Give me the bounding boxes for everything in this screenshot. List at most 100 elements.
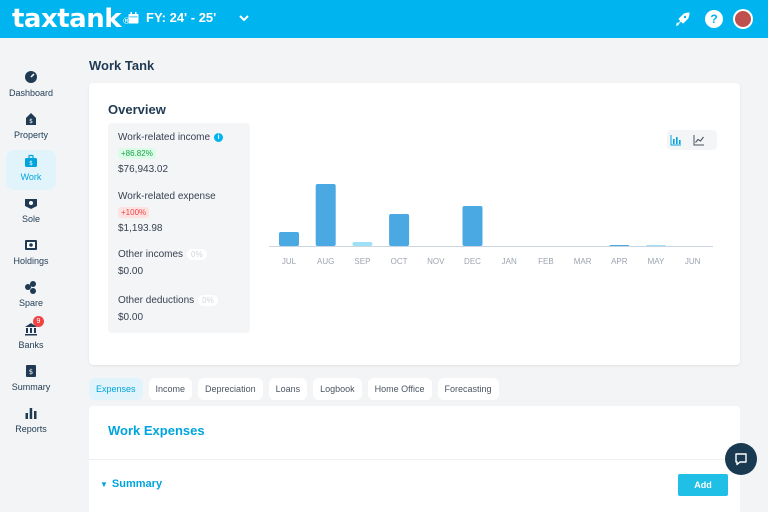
help-icon[interactable]: ? bbox=[705, 10, 723, 28]
work-expenses-card: Work Expenses ▼ Summary Add bbox=[89, 406, 740, 512]
sidebar-item-sole[interactable]: Sole bbox=[6, 192, 56, 232]
summary-label: Summary bbox=[111, 478, 163, 490]
calendar-icon bbox=[128, 11, 139, 23]
overview-title: Overview bbox=[108, 102, 166, 117]
bar-oct[interactable] bbox=[389, 214, 410, 246]
stat-name: Other deductions bbox=[118, 295, 195, 306]
bar-dec[interactable] bbox=[462, 206, 483, 246]
spare-icon bbox=[25, 281, 36, 294]
sidebar-item-banks[interactable]: 9 Banks bbox=[6, 316, 56, 358]
summary-toggle[interactable]: ▼ Summary bbox=[100, 478, 162, 490]
bank-icon-wrap: 9 bbox=[24, 316, 44, 336]
fiscal-year-selector[interactable]: FY: 24' - 25' bbox=[128, 10, 250, 25]
sidebar-item-label: Property bbox=[13, 130, 48, 140]
notification-badge: 9 bbox=[33, 316, 44, 327]
change-badge: +86.82% bbox=[118, 148, 156, 159]
stat-value: $0.00 bbox=[118, 312, 144, 323]
stat-other-incomes: Other incomes 0% $0.00 bbox=[118, 249, 207, 277]
reports-icon bbox=[25, 408, 37, 419]
sidebar-item-label: Banks bbox=[18, 340, 44, 350]
sidebar-item-label: Dashboard bbox=[8, 88, 54, 98]
caret-down-icon: ▼ bbox=[100, 479, 108, 489]
rocket-icon[interactable] bbox=[674, 10, 692, 28]
overview-stats: Work-related income i +86.82% $76,943.02 … bbox=[108, 123, 250, 333]
x-tick-label: JUN bbox=[685, 257, 701, 266]
x-tick-label: JUL bbox=[282, 257, 297, 266]
logo-text: taxtank bbox=[12, 4, 122, 34]
tab-home-office[interactable]: Home Office bbox=[367, 378, 432, 400]
bar-chart-icon[interactable] bbox=[670, 134, 682, 146]
sidebar-item-holdings[interactable]: Holdings bbox=[6, 234, 56, 274]
tab-depreciation[interactable]: Depreciation bbox=[198, 378, 263, 400]
sidebar-item-label: Holdings bbox=[13, 256, 49, 266]
taxtank-logo[interactable]: taxtank® bbox=[12, 4, 131, 34]
tab-loans[interactable]: Loans bbox=[268, 378, 308, 400]
svg-text:$: $ bbox=[29, 368, 33, 376]
property-icon: $ bbox=[26, 113, 36, 125]
x-tick-label: MAY bbox=[648, 257, 665, 266]
bank-icon bbox=[25, 323, 37, 336]
sidebar-item-work[interactable]: $ Work bbox=[6, 150, 56, 190]
stat-name: Work-related expense bbox=[118, 191, 216, 202]
stat-work-expense: Work-related expense +100% $1,193.98 bbox=[118, 191, 216, 234]
sidebar-item-label: Work bbox=[20, 172, 42, 182]
summary-icon: $ bbox=[26, 365, 36, 377]
stat-work-income: Work-related income i +86.82% $76,943.02 bbox=[118, 132, 224, 175]
sidebar-item-property[interactable]: $ Property bbox=[6, 108, 56, 148]
bar-jul[interactable] bbox=[279, 232, 299, 246]
chat-icon bbox=[735, 453, 747, 466]
x-tick-label: FEB bbox=[538, 257, 554, 266]
line-chart-icon[interactable] bbox=[693, 134, 705, 146]
change-badge: 0% bbox=[187, 249, 207, 260]
sole-icon bbox=[25, 199, 37, 209]
stat-value: $0.00 bbox=[118, 266, 144, 277]
x-tick-label: SEP bbox=[354, 257, 370, 266]
x-tick-label: JAN bbox=[502, 257, 517, 266]
chart-type-toggle bbox=[667, 130, 717, 150]
bar-sep[interactable] bbox=[352, 242, 373, 246]
x-tick-label: AUG bbox=[317, 257, 334, 266]
work-icon: $ bbox=[25, 154, 37, 167]
stat-value: $76,943.02 bbox=[118, 164, 169, 175]
change-badge: +100% bbox=[118, 207, 150, 218]
holdings-icon bbox=[25, 240, 37, 250]
x-tick-label: MAR bbox=[574, 257, 592, 266]
x-tick-label: DEC bbox=[464, 257, 481, 266]
x-tick-label: APR bbox=[611, 257, 628, 266]
tab-logbook[interactable]: Logbook bbox=[313, 378, 362, 400]
top-bar: taxtank® FY: 24' - 25' ? bbox=[0, 0, 768, 38]
chat-button[interactable] bbox=[725, 443, 757, 475]
svg-text:$: $ bbox=[29, 118, 33, 125]
bar-apr[interactable] bbox=[609, 245, 630, 246]
stat-value: $1,193.98 bbox=[118, 223, 163, 234]
avatar-image bbox=[735, 11, 751, 27]
stat-other-deductions: Other deductions 0% $0.00 bbox=[118, 295, 218, 323]
sidebar: Dashboard $ Property $ Work Sole Holding… bbox=[0, 38, 62, 512]
stat-name: Other incomes bbox=[118, 249, 184, 260]
work-overview-bar-chart: JUL AUG SEP OCT NOV DEC JAN FEB MAR APR MAY JUN bbox=[269, 184, 713, 266]
bar-aug[interactable] bbox=[315, 184, 336, 246]
bar-may[interactable] bbox=[646, 245, 666, 246]
sidebar-item-reports[interactable]: Reports bbox=[6, 402, 56, 442]
registered-mark: ® bbox=[122, 17, 131, 27]
sidebar-item-spare[interactable]: Spare bbox=[6, 276, 56, 316]
add-button[interactable]: Add bbox=[678, 474, 728, 496]
sidebar-item-summary[interactable]: $ Summary bbox=[6, 360, 56, 400]
x-tick-label: OCT bbox=[391, 257, 408, 266]
svg-text:$: $ bbox=[29, 160, 33, 167]
x-tick-label: NOV bbox=[427, 257, 445, 266]
tab-forecasting[interactable]: Forecasting bbox=[437, 378, 499, 400]
tab-expenses[interactable]: Expenses bbox=[89, 378, 143, 400]
work-expenses-title: Work Expenses bbox=[108, 423, 205, 438]
avatar[interactable] bbox=[733, 9, 753, 29]
sidebar-item-label: Reports bbox=[15, 424, 47, 434]
stat-name: Work-related income bbox=[118, 132, 211, 143]
sidebar-item-label: Sole bbox=[21, 214, 40, 224]
tab-bar: Expenses Income Depreciation Loans Logbo… bbox=[89, 378, 505, 400]
sidebar-item-dashboard[interactable]: Dashboard bbox=[6, 66, 56, 106]
tab-income[interactable]: Income bbox=[148, 378, 193, 400]
info-icon[interactable]: i bbox=[214, 133, 224, 142]
sidebar-item-label: Summary bbox=[11, 382, 51, 392]
overview-card: Overview Work-related income i +86.82% $7… bbox=[89, 83, 740, 365]
divider bbox=[89, 459, 740, 460]
